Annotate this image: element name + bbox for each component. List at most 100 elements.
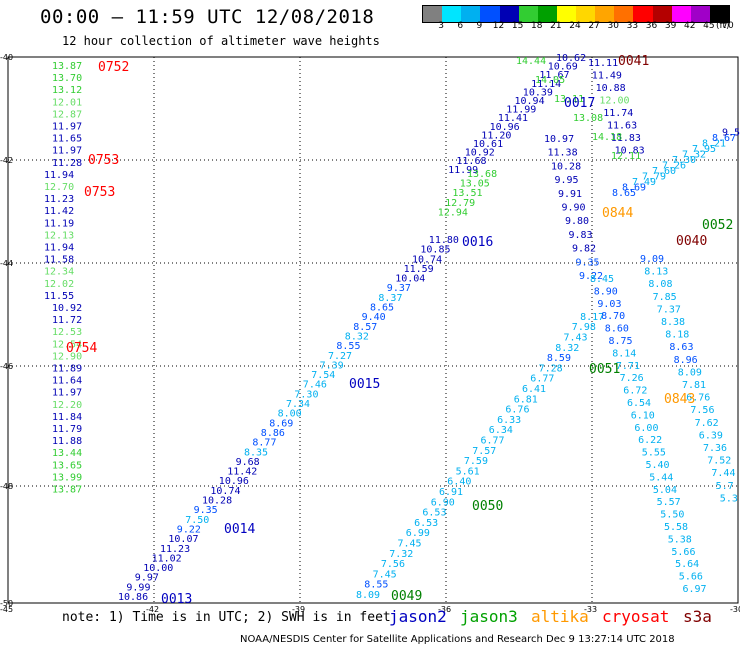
satellite-jason3: jason3 xyxy=(460,607,518,626)
legend-swatch xyxy=(595,6,615,22)
swh-value: 13.70 xyxy=(52,73,82,84)
swh-value: 10.83 xyxy=(615,146,645,157)
swh-value: 5.57 xyxy=(657,497,681,508)
swh-value: 10.61 xyxy=(473,139,503,150)
swh-value: 12.54 xyxy=(52,339,82,350)
swh-value: 14.18 xyxy=(592,132,622,143)
swh-value: 7.28 xyxy=(539,363,563,374)
legend-swatch xyxy=(652,6,672,22)
swh-value: 6.39 xyxy=(699,430,723,441)
swh-value: 10.28 xyxy=(202,496,232,507)
swh-value: 10.04 xyxy=(395,274,425,285)
swh-value: 10.28 xyxy=(551,161,581,172)
swh-value: 7.32 xyxy=(682,150,706,161)
swh-value: 7.50 xyxy=(185,515,209,526)
lon-label: -42 xyxy=(146,605,159,614)
lat-label: -40 xyxy=(0,53,13,62)
swh-value: 8.13 xyxy=(644,267,668,278)
swh-value: 9.37 xyxy=(387,283,411,294)
swh-value: 11.97 xyxy=(52,388,82,399)
legend-unit: (ft) xyxy=(716,21,730,31)
legend-swatch xyxy=(633,6,653,22)
swh-value: 9.97 xyxy=(135,573,159,584)
swh-value: 7.45 xyxy=(398,539,422,550)
swh-value: 11.83 xyxy=(611,133,641,144)
swh-value: 10.62 xyxy=(556,53,586,64)
swh-value: 9.09 xyxy=(640,254,664,265)
swh-value: 9.82 xyxy=(572,244,596,255)
legend-swatch-label: 30 xyxy=(607,21,619,31)
swh-value: 6.76 xyxy=(686,393,710,404)
track-label: 0040 xyxy=(676,234,707,249)
swh-value: 9.22 xyxy=(177,524,201,535)
swh-value: 6.41 xyxy=(522,384,546,395)
track-label: 0752 xyxy=(98,60,129,75)
swh-value: 11.67 xyxy=(539,70,569,81)
swh-value: 5.44 xyxy=(649,472,673,483)
swh-value: 11.88 xyxy=(52,436,82,447)
swh-value: 12.34 xyxy=(44,267,74,278)
swh-value: 10.88 xyxy=(596,83,626,94)
swh-value: 10.74 xyxy=(412,254,442,265)
swh-value: 12.11 xyxy=(611,151,641,162)
swh-value: 11.97 xyxy=(52,146,82,157)
swh-value: 5.64 xyxy=(675,559,699,570)
swh-value: 6.72 xyxy=(623,386,647,397)
legend-swatch xyxy=(499,6,519,22)
swh-value: 8.32 xyxy=(345,331,369,342)
swh-value: 7.56 xyxy=(381,559,405,570)
swh-value: 13.65 xyxy=(52,460,82,471)
swh-value: 10.39 xyxy=(523,87,553,98)
swh-value: 11.41 xyxy=(498,113,528,124)
lat-label: -42 xyxy=(0,156,13,165)
swh-value: 13.12 xyxy=(52,85,82,96)
swh-value: 8.60 xyxy=(605,324,629,335)
swh-value: 11.68 xyxy=(456,156,486,167)
track-label: 0014 xyxy=(224,522,255,537)
legend-swatch-label: 21 xyxy=(550,21,562,31)
track-label: 0051 xyxy=(589,362,620,377)
map-frame xyxy=(7,56,739,604)
swh-value: 12.79 xyxy=(445,198,475,209)
swh-value: 7.81 xyxy=(682,380,706,391)
track-label: 0049 xyxy=(391,589,422,604)
swh-value: 8.77 xyxy=(252,438,276,449)
legend-swatch xyxy=(614,6,634,22)
swh-value: 8.59 xyxy=(547,353,571,364)
swh-value: 8.55 xyxy=(336,341,360,352)
swh-value: 7.54 xyxy=(311,370,335,381)
swh-value: 8.38 xyxy=(661,317,685,328)
swh-value: 11.72 xyxy=(52,315,82,326)
swh-value: 8.32 xyxy=(555,343,579,354)
swh-value: 10.97 xyxy=(544,134,574,145)
swh-value: 13.87 xyxy=(52,61,82,72)
swh-value: 9.03 xyxy=(597,299,621,310)
color-legend xyxy=(422,5,730,23)
lon-label: -36 xyxy=(438,605,451,614)
swh-value: 7.49 xyxy=(632,177,656,188)
track-label: 0052 xyxy=(702,218,733,233)
swh-value: 6.77 xyxy=(530,374,554,385)
swh-value: 11.89 xyxy=(52,364,82,375)
swh-value: 8.63 xyxy=(669,342,693,353)
swh-value: 8.90 xyxy=(594,286,618,297)
swh-value: 11.20 xyxy=(481,130,511,141)
swh-value: 7.85 xyxy=(653,292,677,303)
swh-value: 6.53 xyxy=(422,508,446,519)
swh-value: 14.05 xyxy=(535,75,565,86)
legend-swatch xyxy=(518,6,538,22)
legend-swatch xyxy=(671,6,691,22)
swh-value: 7.60 xyxy=(652,166,676,177)
swh-value: 8.69 xyxy=(269,418,293,429)
track-label: 0041 xyxy=(618,54,649,69)
swh-value: 13.87 xyxy=(52,485,82,496)
track-label: 0844 xyxy=(602,206,633,221)
legend-swatch-label: 70 xyxy=(722,21,734,31)
swh-value: 7.30 xyxy=(294,389,318,400)
satellite-cryosat: cryosat xyxy=(602,607,670,626)
swh-value: 7.36 xyxy=(703,443,727,454)
legend-swatch-label: 15 xyxy=(511,21,524,31)
swh-value: 11.94 xyxy=(44,243,74,254)
swh-value: 8.37 xyxy=(378,293,402,304)
swh-value: 5.61 xyxy=(456,466,480,477)
